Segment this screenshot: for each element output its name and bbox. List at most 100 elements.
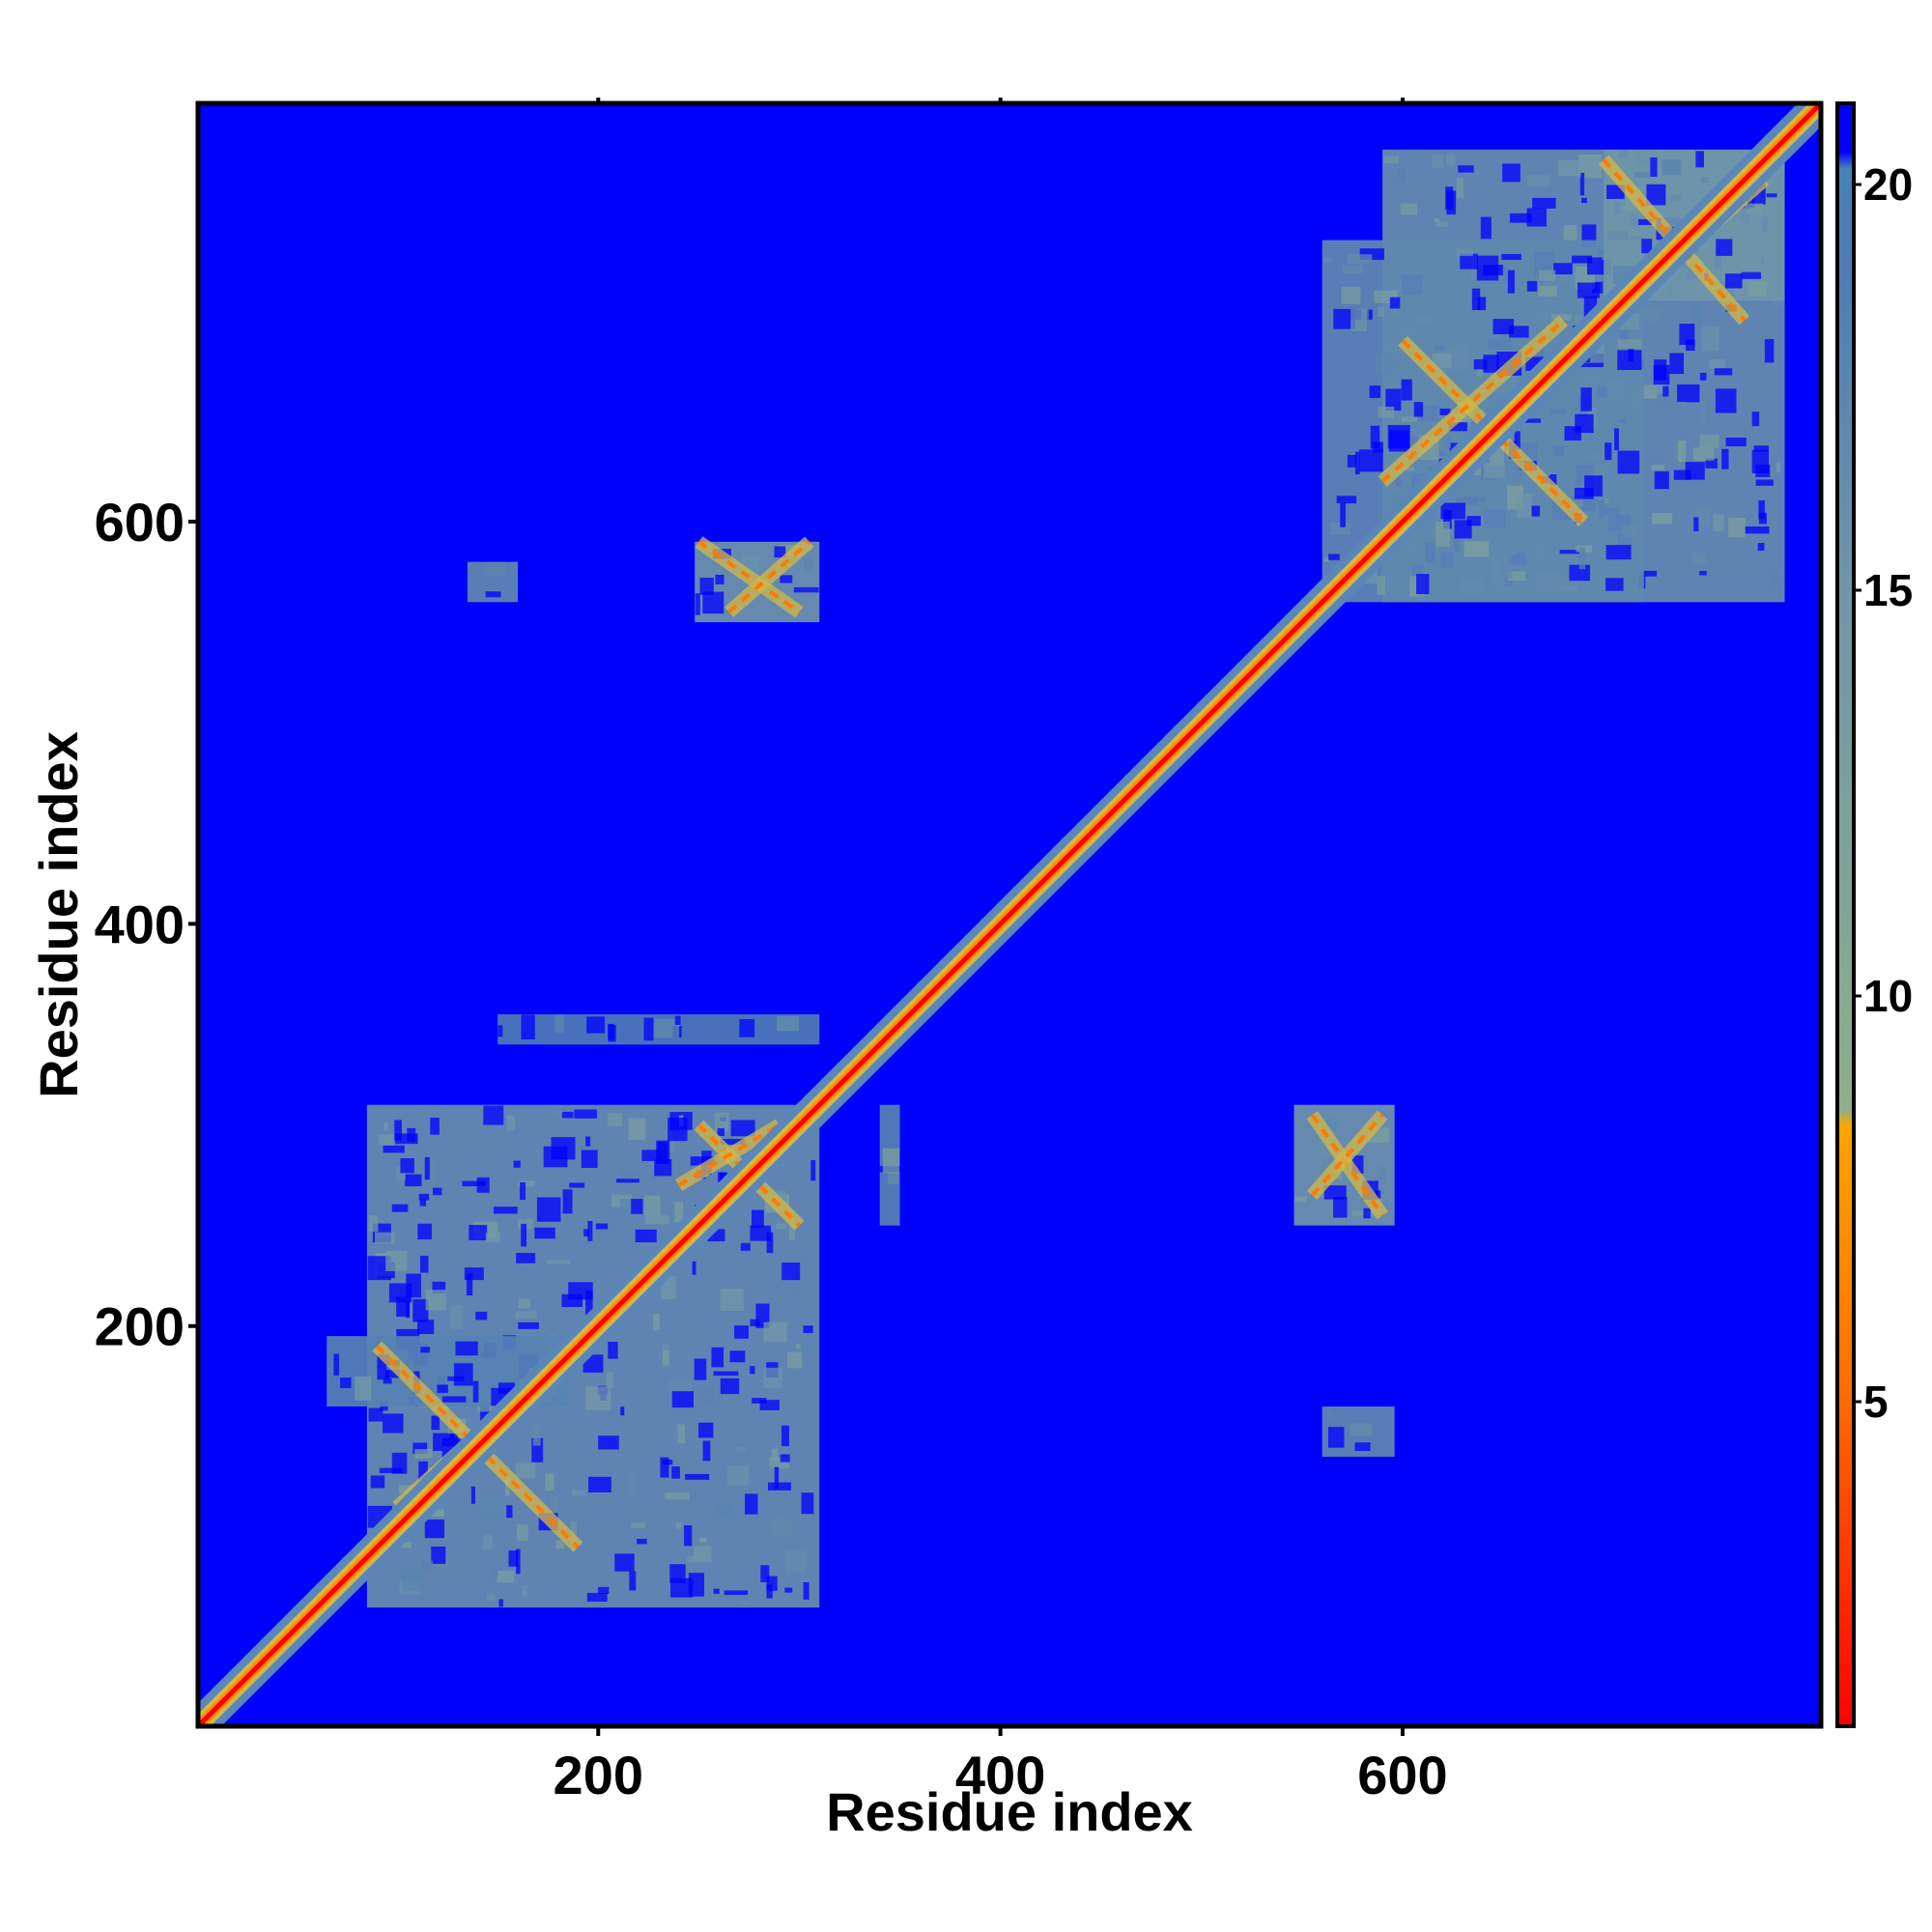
contact-speckle: [1714, 368, 1733, 376]
contact-speckle: [686, 1555, 699, 1563]
contact-speckle: [1699, 434, 1719, 448]
contact-speckle: [628, 1118, 646, 1140]
contact-speckle: [614, 1553, 635, 1572]
contact-speckle: [1359, 449, 1383, 472]
contact-speckle: [781, 1425, 789, 1447]
contact-speckle: [803, 556, 813, 571]
contact-speckle: [1323, 557, 1329, 562]
contact-speckle: [426, 1162, 436, 1183]
contact-speckle: [485, 1233, 501, 1242]
contact-speckle: [1605, 545, 1632, 560]
contact-speckle: [1558, 159, 1581, 177]
contact-speckle: [1351, 1210, 1374, 1216]
contact-speckle: [1753, 445, 1769, 452]
contact-speckle: [1401, 379, 1412, 401]
contact-speckle: [1677, 440, 1687, 463]
x-tick-label: 600: [1357, 1745, 1447, 1805]
contact-speckle: [1575, 413, 1594, 434]
contact-speckle: [585, 1386, 611, 1410]
contact-streak: [697, 540, 801, 614]
contact-speckle: [750, 1225, 772, 1241]
contact-speckle: [534, 1227, 555, 1239]
contact-speckle: [788, 1216, 795, 1240]
contact-speckle: [1354, 451, 1360, 475]
contact-speckle: [1327, 1410, 1334, 1420]
contact-speckle: [1755, 479, 1774, 486]
y-tick-label: 200: [95, 1296, 185, 1357]
contact-speckle: [1659, 392, 1666, 403]
contact-speckle: [695, 593, 700, 615]
contact-speckle: [562, 1189, 573, 1214]
contact-speckle: [770, 1519, 792, 1535]
contact-speckle: [1695, 151, 1704, 168]
contact-speckle: [1375, 1190, 1381, 1199]
contact-speckle: [1463, 541, 1490, 557]
contact-speckle: [1640, 307, 1662, 323]
contact-speckle: [763, 1321, 787, 1343]
contact-speckle: [1336, 496, 1357, 504]
contact-speckle: [1440, 502, 1465, 520]
contact-speckle: [421, 1560, 434, 1570]
contact-speckle: [1699, 571, 1707, 576]
contact-speckle: [1715, 388, 1737, 413]
contact-speckle: [1400, 203, 1418, 215]
contact-speckle: [469, 1225, 488, 1240]
contact-speckle: [1333, 308, 1355, 329]
contact-speckle: [1473, 358, 1488, 370]
contact-speckle: [340, 1378, 352, 1388]
contact-speckle: [583, 1229, 589, 1236]
contact-speckle: [793, 586, 819, 593]
contact-speckle: [559, 1435, 566, 1446]
contact-speckle: [1646, 184, 1666, 206]
contact-speckle: [425, 1290, 446, 1311]
contact-speckle: [1746, 203, 1764, 214]
contact-speckle: [1351, 1155, 1364, 1174]
contact-speckle: [1343, 265, 1364, 273]
contact-speckle: [667, 1379, 692, 1392]
contact-speckle: [619, 1199, 635, 1211]
contact-speckle: [766, 1576, 778, 1591]
contact-speckle: [713, 1371, 739, 1377]
x-tick-label: 200: [554, 1745, 643, 1805]
contact-speckle: [383, 1413, 404, 1434]
contact-speckle: [690, 1156, 715, 1166]
contact-speckle: [717, 1127, 724, 1137]
contact-block: [1321, 1406, 1395, 1458]
contact-speckle: [379, 1467, 404, 1473]
contact-speckle: [1350, 308, 1368, 331]
contact-speckle: [1377, 575, 1385, 595]
contact-speckle: [803, 1581, 810, 1600]
contact-speckle: [518, 1298, 530, 1309]
contact-speckle: [1690, 303, 1702, 328]
contact-speckle: [479, 1495, 502, 1516]
contact-speckle: [1492, 319, 1515, 335]
contact-speckle: [506, 1115, 516, 1131]
contact-speckle: [1483, 462, 1505, 478]
contact-speckle: [671, 1391, 695, 1408]
contact-speckle: [1514, 431, 1520, 450]
contact-speckle: [1432, 154, 1443, 169]
contact-speckle: [660, 1457, 669, 1478]
contact-speckle: [675, 1521, 682, 1529]
contact-speckle: [430, 1118, 440, 1135]
contact-speckle: [674, 1202, 684, 1223]
contact-speckle: [1634, 172, 1650, 179]
contact-speckle: [774, 546, 786, 558]
contact-speckle: [571, 1490, 586, 1496]
contact-speckle: [1471, 288, 1481, 310]
contact-block: [878, 1104, 901, 1226]
contact-speckle: [1617, 339, 1642, 349]
contact-speckle: [1539, 270, 1556, 281]
contact-speckle: [670, 1577, 694, 1598]
contact-speckle: [455, 1341, 478, 1356]
contact-speckle: [483, 562, 507, 576]
contact-speckle: [1758, 499, 1765, 520]
contact-speckle: [412, 1298, 429, 1322]
contact-speckle: [785, 1549, 807, 1573]
contact-speckle: [1518, 552, 1525, 559]
contact-speckle: [1645, 385, 1658, 391]
contact-speckle: [741, 1601, 750, 1605]
diagonal-line: [198, 103, 1821, 1726]
contact-speckle: [608, 1113, 622, 1126]
contact-speckle: [375, 1232, 395, 1244]
